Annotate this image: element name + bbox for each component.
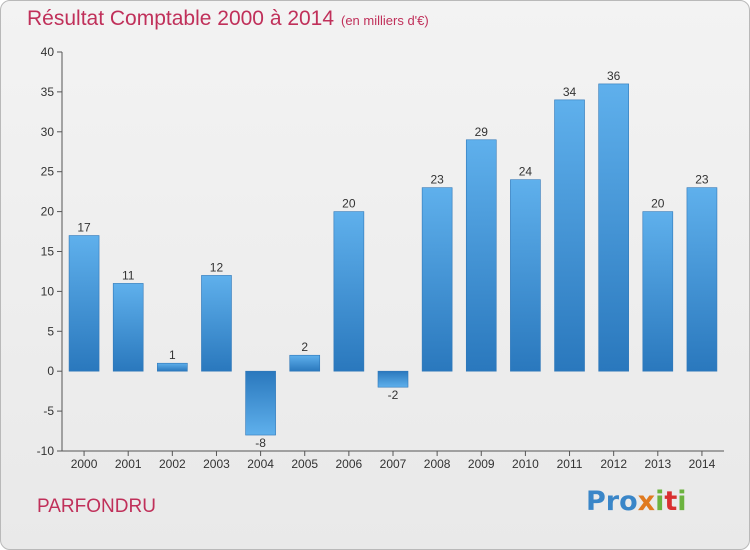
x-tick-label-2012: 2012: [600, 457, 627, 471]
value-label-2001: 11: [122, 268, 135, 282]
x-tick-label-2009: 2009: [468, 457, 495, 471]
value-label-2000: 17: [77, 221, 91, 235]
bar-2004: [245, 370, 276, 436]
x-tick-label-2008: 2008: [424, 457, 451, 471]
y-tick-label: 30: [41, 125, 55, 139]
bar-2014: [686, 187, 718, 372]
bar-2002: [157, 362, 188, 372]
bar-2005: [289, 354, 321, 372]
x-tick-label-2002: 2002: [159, 457, 186, 471]
value-label-2012: 36: [607, 69, 621, 83]
x-tick-label-2003: 2003: [203, 457, 230, 471]
value-label-2005: 2: [301, 340, 308, 354]
value-label-2002: 1: [169, 348, 176, 362]
value-label-2014: 23: [695, 173, 709, 187]
x-tick-label-2013: 2013: [644, 457, 671, 471]
value-label-2003: 12: [210, 260, 224, 274]
x-tick-label-2005: 2005: [291, 457, 318, 471]
bar-2006: [333, 211, 365, 372]
bar-2001: [112, 283, 144, 372]
x-tick-label-2006: 2006: [336, 457, 363, 471]
value-label-2009: 29: [475, 125, 489, 139]
chart-subtitle: (en milliers d'€): [341, 13, 429, 28]
y-tick-label: 5: [47, 324, 54, 338]
bar-2012: [598, 83, 629, 372]
y-tick-label: 20: [41, 205, 55, 219]
x-tick-label-2011: 2011: [557, 457, 583, 471]
bar-2009: [465, 139, 497, 372]
value-label-2010: 24: [519, 165, 533, 179]
value-label-2004: -8: [255, 436, 266, 450]
bar-2003: [201, 275, 232, 372]
y-tick-label: 25: [41, 165, 55, 179]
value-label-2006: 20: [342, 197, 356, 211]
bar-chart: -10 -5 0 5 10 15 20 25 30 35 40 2000 2001 2002 2003 200…: [37, 45, 724, 471]
bar-2008: [421, 187, 453, 372]
y-tick-label: -5: [43, 404, 54, 418]
bar-2011: [554, 99, 585, 372]
x-tick-label-2007: 2007: [380, 457, 407, 471]
y-tick-label: 35: [41, 85, 55, 99]
x-tick-label-2010: 2010: [512, 457, 539, 471]
value-label-2011: 34: [563, 85, 577, 99]
value-label-2007: -2: [388, 388, 399, 402]
bars: [68, 83, 718, 436]
bar-2000: [68, 235, 100, 372]
proxiti-logo[interactable]: Proxiti: [586, 486, 687, 517]
y-tick-label: -10: [37, 444, 55, 458]
x-tick-label-2000: 2000: [71, 457, 98, 471]
x-tick-label-2014: 2014: [689, 457, 716, 471]
bar-2010: [510, 179, 541, 372]
y-tick-label: 10: [41, 284, 55, 298]
bar-2013: [642, 211, 674, 372]
axes: -10 -5 0 5 10 15 20 25 30 35 40 2000 2001 2002 2003 200…: [37, 45, 724, 471]
value-label-2008: 23: [430, 173, 444, 187]
chart-title: Résultat Comptable 2000 à 2014: [27, 7, 335, 30]
x-tick-label-2004: 2004: [247, 457, 274, 471]
value-label-2013: 20: [651, 197, 665, 211]
y-tick-label: 0: [47, 364, 54, 378]
bar-2007: [377, 370, 409, 388]
y-tick-label: 40: [41, 45, 55, 59]
x-tick-label-2001: 2001: [115, 457, 142, 471]
y-tick-label: 15: [41, 245, 55, 259]
place-name: PARFONDRU: [37, 496, 156, 517]
